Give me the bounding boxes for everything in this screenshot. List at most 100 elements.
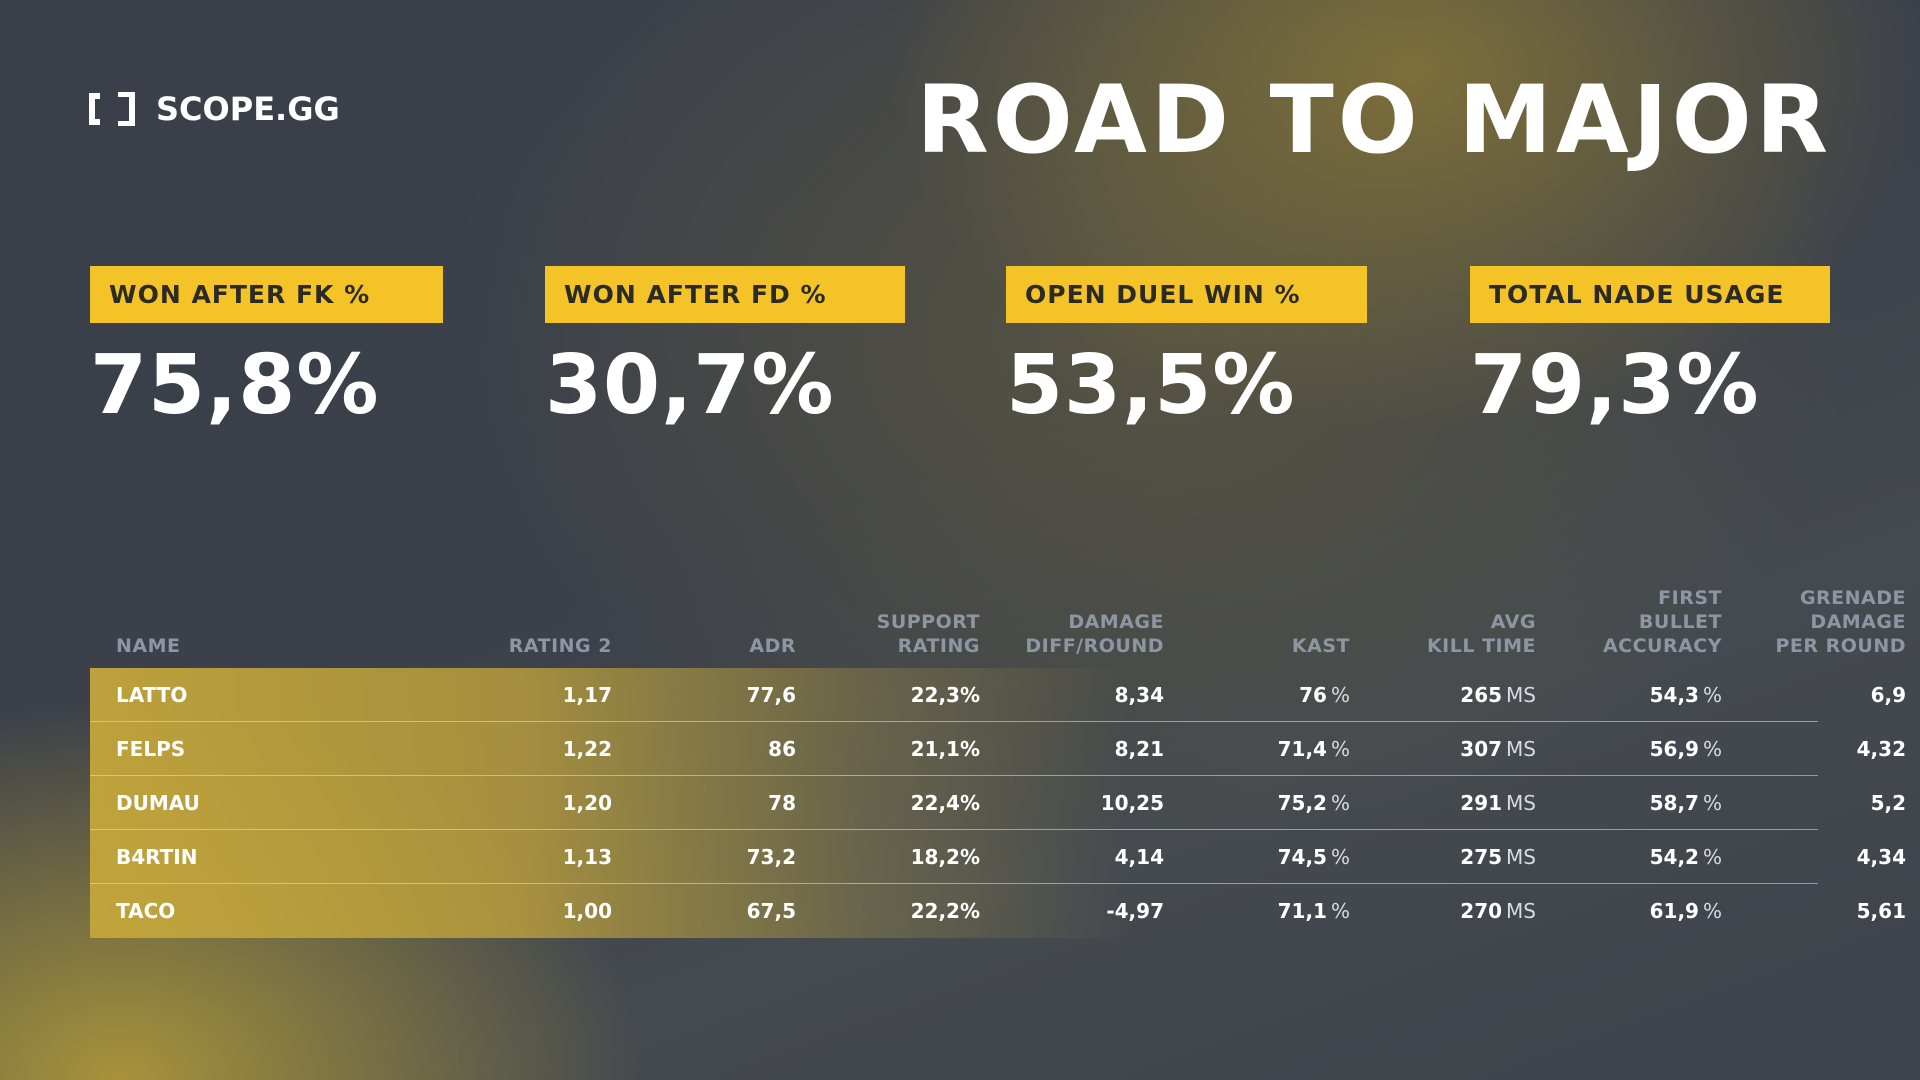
col-header-kast: KAST [1291,635,1350,657]
cell-name: B4RTIN [116,830,197,884]
table-header: NAME RATING 2 ADR SUPPORT RATING DAMAGE … [90,576,1906,668]
col-header-name: NAME [116,635,181,657]
cell-damage: 10,25 [1101,776,1164,830]
cell-support: 22,2% [911,884,980,938]
cell-adr: 73,2 [747,830,796,884]
cell-value: 1,13 [562,845,612,869]
cell-name: FELPS [116,722,185,776]
cell-value: 71,1 [1277,899,1327,923]
cell-value: 275 [1460,845,1503,869]
cell-value: -4,97 [1106,899,1164,923]
cell-damage: 4,14 [1115,830,1164,884]
cell-unit: % [1702,683,1722,707]
cell-name: DUMAU [116,776,200,830]
cell-kast: 74,5% [1278,830,1350,884]
cell-killtime: 307 MS [1460,722,1536,776]
cell-value: 54,2 [1649,845,1699,869]
brand-name: SCOPE.GG [156,90,340,128]
cell-rating: 1,00 [563,884,612,938]
table-body: LATTO 1,17 77,6 22,3% 8,34 76% 265 MS 54,3% 6,9 FE… [90,668,1906,938]
cell-value: 10,25 [1100,791,1164,815]
cell-value: DUMAU [116,791,200,815]
cell-fba: 58,7% [1650,776,1722,830]
table-row: B4RTIN 1,13 73,2 18,2% 4,14 74,5% 275 MS 54,2% 4,… [90,830,1906,884]
col-header-grenade-damage: GRENADE DAMAGE PER ROUND [1775,587,1906,657]
stat-total-nade-usage: TOTAL NADE USAGE 79,3% [1470,266,1830,427]
cell-unit: % [1330,899,1350,923]
cell-value: 78 [768,791,796,815]
cell-value: 5,61 [1856,899,1906,923]
table-row: DUMAU 1,20 78 22,4% 10,25 75,2% 291 MS 58,7% 5,2 [90,776,1906,830]
cell-value: 18,2% [910,845,980,869]
cell-rating: 1,17 [563,668,612,722]
table-row: TACO 1,00 67,5 22,2% -4,97 71,1% 270 MS 61,9% 5,6… [90,884,1906,938]
cell-value: LATTO [116,683,188,707]
cell-fba: 61,9% [1650,884,1722,938]
cell-value: 5,2 [1870,791,1906,815]
cell-killtime: 270 MS [1460,884,1536,938]
cell-value: 265 [1460,683,1503,707]
cell-kast: 76% [1299,668,1350,722]
cell-adr: 78 [768,776,796,830]
stat-label: TOTAL NADE USAGE [1470,266,1830,323]
cell-fba: 54,3% [1650,668,1722,722]
col-header-rating: RATING 2 [508,635,612,657]
table-row: LATTO 1,17 77,6 22,3% 8,34 76% 265 MS 54,3% 6,9 [90,668,1906,722]
cell-value: 307 [1460,737,1503,761]
cell-kast: 71,4% [1278,722,1350,776]
cell-value: 76 [1299,683,1327,707]
cell-fba: 56,9% [1650,722,1722,776]
cell-value: 73,2 [746,845,796,869]
col-header-first-bullet-accuracy: FIRST BULLET ACCURACY [1602,587,1722,657]
cell-value: FELPS [116,737,186,761]
cell-rating: 1,22 [563,722,612,776]
cell-unit: % [1330,683,1350,707]
cell-value: 22,2% [910,899,980,923]
cell-fba: 54,2% [1650,830,1722,884]
brand-logo: SCOPE.GG [88,90,340,128]
cell-killtime: 265 MS [1460,668,1536,722]
cell-support: 22,3% [911,668,980,722]
cell-unit: % [1702,845,1722,869]
cell-unit: % [1702,899,1722,923]
cell-value: 270 [1460,899,1503,923]
cell-unit: MS [1506,845,1536,869]
col-header-avg-kill-time: AVG KILL TIME [1426,611,1536,657]
cell-value: 4,14 [1114,845,1164,869]
cell-value: 61,9 [1649,899,1699,923]
cell-gdpr: 4,34 [1857,830,1906,884]
cell-value: B4RTIN [116,845,198,869]
cell-value: TACO [116,899,176,923]
cell-value: 21,1% [910,737,980,761]
cell-value: 77,6 [746,683,796,707]
cell-unit: % [1330,845,1350,869]
cell-value: 74,5 [1277,845,1327,869]
cell-gdpr: 5,2 [1871,776,1906,830]
cell-value: 56,9 [1649,737,1699,761]
cell-value: 1,00 [562,899,612,923]
page-title: ROAD TO MAJOR [916,66,1832,175]
cell-value: 1,17 [562,683,612,707]
cell-kast: 71,1% [1278,884,1350,938]
cell-unit: MS [1506,899,1536,923]
stat-won-after-fk: WON AFTER FK % 75,8% [90,266,443,427]
cell-value: 86 [768,737,796,761]
cell-value: 71,4 [1277,737,1327,761]
stat-value: 79,3% [1470,338,1760,433]
cell-damage: -4,97 [1106,884,1164,938]
cell-value: 54,3 [1649,683,1699,707]
cell-unit: % [1702,737,1722,761]
cell-unit: % [1330,791,1350,815]
cell-value: 75,2 [1277,791,1327,815]
cell-value: 291 [1460,791,1503,815]
cell-gdpr: 5,61 [1857,884,1906,938]
cell-unit: % [1702,791,1722,815]
cell-damage: 8,21 [1115,722,1164,776]
bracket-logo-icon [89,92,135,126]
stat-open-duel-win: OPEN DUEL WIN % 53,5% [1006,266,1367,427]
col-header-support-rating: SUPPORT RATING [876,611,980,657]
cell-support: 22,4% [911,776,980,830]
cell-value: 4,34 [1856,845,1906,869]
cell-value: 58,7 [1649,791,1699,815]
stat-value: 30,7% [545,338,835,433]
